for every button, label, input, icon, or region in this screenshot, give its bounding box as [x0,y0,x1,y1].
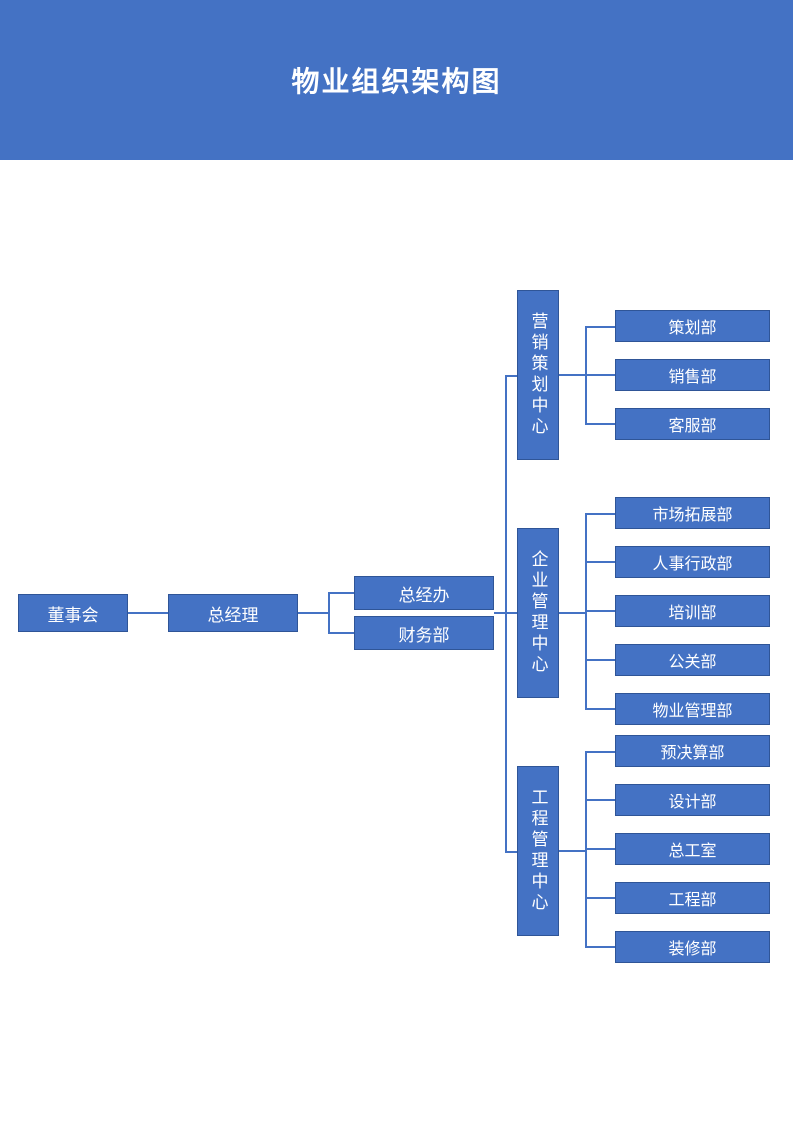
org-node-label: 营销策划中心 [526,312,551,438]
org-node-center_enterprise: 企业管理中心 [517,528,559,698]
connector [585,946,615,948]
org-node-dept_pr: 公关部 [615,644,770,676]
connector [128,612,168,614]
connector [559,374,587,376]
connector [328,592,330,634]
org-node-label: 总经办 [399,581,450,606]
org-node-gmo: 总经办 [354,576,494,610]
connector [559,612,587,614]
connector [585,708,615,710]
connector [505,375,507,853]
org-node-dept_design: 设计部 [615,784,770,816]
org-node-dept_market: 市场拓展部 [615,497,770,529]
connector [585,326,615,328]
connector [505,851,517,853]
connector [585,751,615,753]
org-node-gm: 总经理 [168,594,298,632]
connector [585,659,615,661]
org-chart: 董事会 总经理 总经办财务部 营销策划中心企业管理中心工程管理中心 策划部销售部客服部市… [0,0,793,1122]
org-node-finance: 财务部 [354,616,494,650]
connector [505,612,517,614]
org-node-label: 总工室 [668,837,716,861]
org-node-label: 装修部 [668,935,716,959]
org-node-label: 策划部 [668,314,716,338]
connector [585,610,615,612]
org-node-dept_decor: 装修部 [615,931,770,963]
connector [298,612,328,614]
org-node-label: 董事会 [48,601,99,626]
org-node-dept_chiefeng: 总工室 [615,833,770,865]
org-node-label: 销售部 [668,363,716,387]
connector [328,592,354,594]
org-node-label: 培训部 [668,599,716,623]
org-node-center_engineering: 工程管理中心 [517,766,559,936]
org-node-dept_planning: 策划部 [615,310,770,342]
connector [585,423,615,425]
connector [559,850,587,852]
connector [585,374,615,376]
org-node-dept_property: 物业管理部 [615,693,770,725]
org-node-label: 设计部 [668,788,716,812]
connector [585,513,615,515]
connector [494,612,505,614]
org-node-label: 市场拓展部 [652,501,732,525]
org-node-label: 公关部 [668,648,716,672]
org-node-label: 人事行政部 [652,550,732,574]
org-node-dept_sales: 销售部 [615,359,770,391]
connector [585,799,615,801]
org-node-board: 董事会 [18,594,128,632]
connector [328,632,354,634]
connector [585,848,615,850]
org-node-dept_training: 培训部 [615,595,770,627]
connector [505,375,517,377]
org-node-center_marketing: 营销策划中心 [517,290,559,460]
connector [585,897,615,899]
org-node-label: 总经理 [208,601,259,626]
connector [585,561,615,563]
org-node-dept_eng: 工程部 [615,882,770,914]
org-node-label: 物业管理部 [652,697,732,721]
org-node-label: 预决算部 [660,739,724,763]
org-node-dept_service: 客服部 [615,408,770,440]
org-node-label: 客服部 [668,412,716,436]
org-node-dept_hr: 人事行政部 [615,546,770,578]
org-node-label: 工程管理中心 [526,788,551,914]
org-node-label: 工程部 [668,886,716,910]
org-node-dept_budget: 预决算部 [615,735,770,767]
org-node-label: 财务部 [399,621,450,646]
org-node-label: 企业管理中心 [526,550,551,676]
